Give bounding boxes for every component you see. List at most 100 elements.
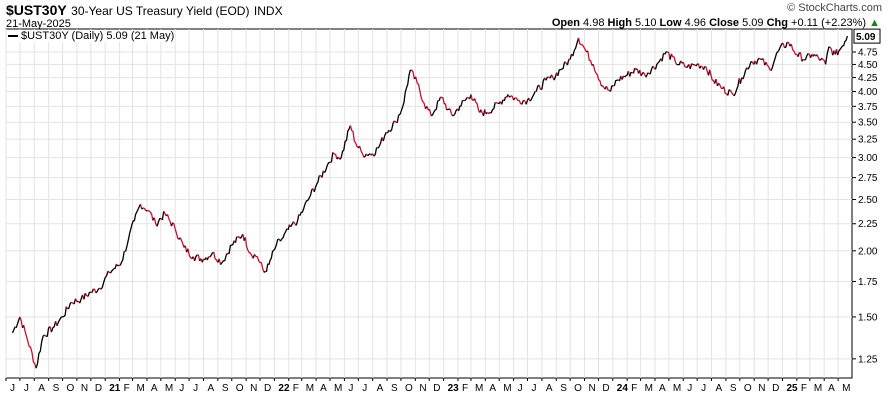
y-tick-label: 1.50 xyxy=(858,312,878,323)
series-segment-up xyxy=(457,99,464,112)
series-segment-down xyxy=(163,210,167,217)
y-tick-label: 3.25 xyxy=(858,135,878,146)
x-tick-label: J xyxy=(518,383,523,394)
y-tick-label: 4.00 xyxy=(858,87,878,98)
series-segment-down xyxy=(23,325,37,369)
series-segment-down xyxy=(444,103,448,111)
up-arrow-icon: ▲ xyxy=(869,17,880,29)
y-tick-label: 1.75 xyxy=(858,277,878,288)
y-tick-label: 2.00 xyxy=(858,246,878,257)
y-tick-label: 2.25 xyxy=(858,219,878,230)
series-segment-down xyxy=(474,98,481,113)
series-segment-up xyxy=(109,263,118,274)
y-tick-label: 4.75 xyxy=(858,48,878,59)
x-tick-label: 23 xyxy=(448,383,460,394)
series-segment-down xyxy=(332,151,338,160)
series-segment-up xyxy=(464,97,468,102)
series-segment-up xyxy=(676,60,682,66)
series-segment-down xyxy=(44,334,47,337)
x-tick-label: J xyxy=(24,383,29,394)
series-segment-down xyxy=(758,57,762,60)
x-tick-label: N xyxy=(250,383,257,394)
series-segment-down xyxy=(65,306,69,310)
high-value: 5.10 xyxy=(635,17,657,29)
series-segment-down xyxy=(816,54,821,61)
series-segment-down xyxy=(622,75,625,78)
series-segment-up xyxy=(117,264,120,267)
x-tick-label: F xyxy=(631,383,637,394)
series-segment-up xyxy=(295,214,300,226)
series-segment-down xyxy=(415,76,427,109)
series-segment-up xyxy=(56,306,67,326)
series-segment-down xyxy=(74,298,78,302)
brand-watermark: © StockCharts.com xyxy=(787,2,882,14)
y-tick-label: 2.50 xyxy=(858,195,878,206)
x-tick-label: J xyxy=(10,383,15,394)
series-segment-down xyxy=(376,146,379,149)
x-tick-label: M xyxy=(842,383,850,394)
low-value: 4.96 xyxy=(684,17,706,29)
series-segment-up xyxy=(485,112,488,115)
series-segment-up xyxy=(553,72,558,81)
series-segment-up xyxy=(572,37,580,57)
series-segment-up xyxy=(540,77,546,90)
x-tick-label: S xyxy=(730,383,737,394)
y-tick-label: 3.75 xyxy=(858,102,878,113)
x-tick-label: M xyxy=(165,383,173,394)
series-segment-down xyxy=(411,69,416,80)
series-segment-down xyxy=(197,254,201,262)
series-segment-up xyxy=(632,67,636,74)
series-segment-up xyxy=(609,84,614,92)
series-segment-down xyxy=(682,62,687,68)
series-segment-down xyxy=(821,57,827,65)
series-segment-down xyxy=(709,69,716,84)
series-segment-up xyxy=(234,236,238,243)
open-label: Open xyxy=(551,17,580,29)
series-segment-down xyxy=(510,95,515,101)
ohlc-summary: Open 4.98 High 5.10 Low 4.96 Close 5.09 … xyxy=(552,17,880,29)
series-segment-up xyxy=(747,61,753,70)
series-segment-up xyxy=(685,64,690,69)
series-segment-up xyxy=(624,70,630,78)
last-value-badge-text: 5.09 xyxy=(856,32,876,43)
series-segment-up xyxy=(824,46,831,65)
series-segment-up xyxy=(692,63,695,66)
series-segment-up xyxy=(79,294,84,304)
series-segment-up xyxy=(313,175,320,193)
x-tick-label: J xyxy=(532,383,537,394)
series-segment-up xyxy=(265,263,269,272)
series-segment-down xyxy=(139,204,143,210)
series-segment-down xyxy=(605,85,611,92)
x-tick-label: M xyxy=(306,383,314,394)
series-segment-up xyxy=(566,59,570,66)
x-tick-label: 25 xyxy=(786,383,798,394)
x-tick-label: O xyxy=(744,383,752,394)
x-tick-label: M xyxy=(503,383,511,394)
series-segment-up xyxy=(206,256,210,261)
series-segment-up xyxy=(35,334,45,369)
series-segment-down xyxy=(587,50,593,66)
series-segment-down xyxy=(253,254,265,273)
series-segment-down xyxy=(514,97,523,105)
series-segment-up xyxy=(521,100,524,105)
x-tick-label: A xyxy=(716,383,723,394)
series-segment-up xyxy=(501,99,504,105)
series-segment-up xyxy=(263,270,266,273)
series-segment-up xyxy=(661,53,665,62)
series-segment-down xyxy=(93,288,97,294)
series-segment-down xyxy=(807,52,812,59)
series-segment-up xyxy=(525,97,530,105)
close-label: Close xyxy=(709,17,740,29)
series-segment-up xyxy=(83,293,86,300)
x-tick-label: J xyxy=(701,383,706,394)
series-segment-down xyxy=(802,58,805,61)
series-segment-down xyxy=(429,109,432,116)
x-tick-label: D xyxy=(772,383,779,394)
series-segment-up xyxy=(739,77,743,84)
series-segment-up xyxy=(503,96,507,102)
series-segment-down xyxy=(790,43,799,58)
series-segment-up xyxy=(95,287,100,294)
series-segment-up xyxy=(727,89,731,96)
chart-legend: $UST30Y (Daily) 5.09 (21 May) xyxy=(8,30,175,42)
series-segment-up xyxy=(689,63,693,70)
